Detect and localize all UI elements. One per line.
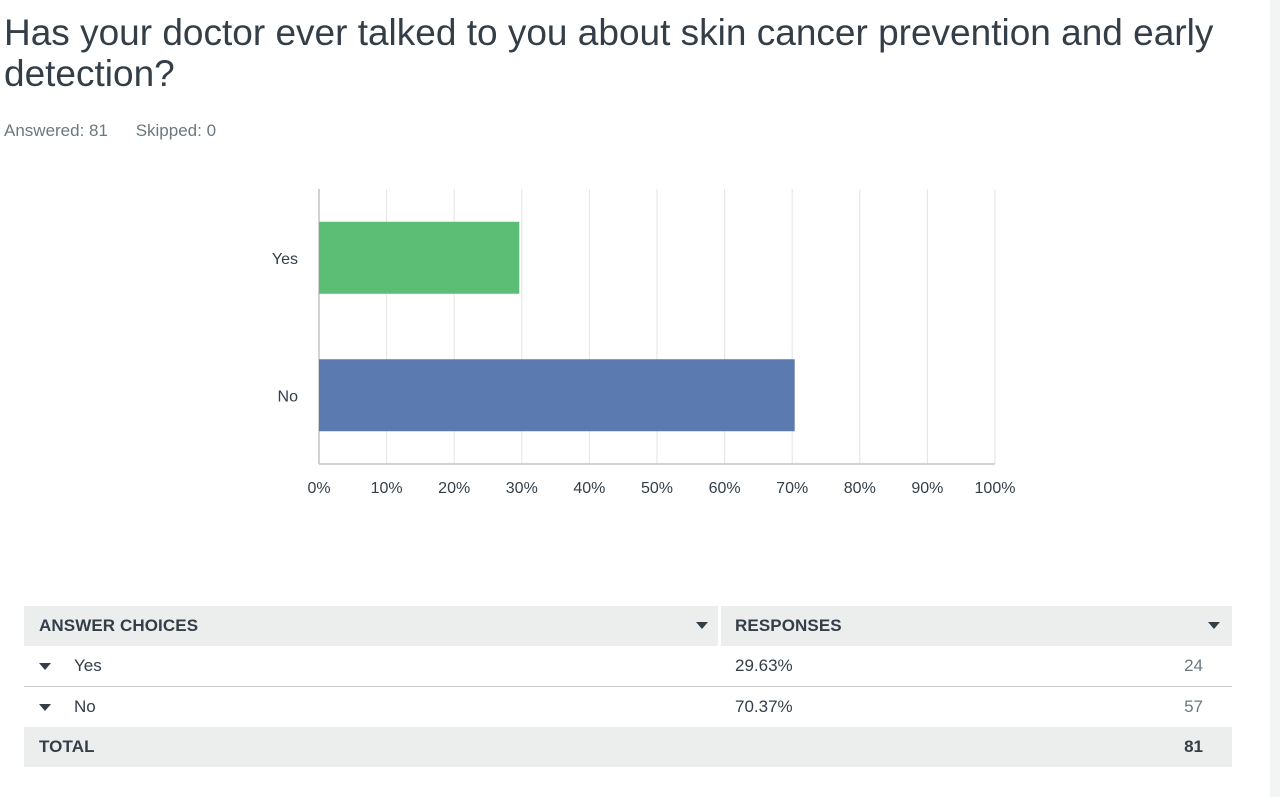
- x-tick-label: 20%: [438, 480, 470, 497]
- header-answer-choices: ANSWER CHOICES: [39, 616, 199, 635]
- x-tick-label: 100%: [975, 480, 1016, 497]
- header-responses: RESPONSES: [735, 616, 842, 635]
- x-tick-label: 30%: [506, 480, 538, 497]
- column-divider: [718, 606, 721, 646]
- response-stats: Answered: 81 Skipped: 0: [4, 121, 239, 141]
- table-header-row: ANSWER CHOICES RESPONSES: [24, 606, 1232, 646]
- x-tick-label: 40%: [573, 480, 605, 497]
- bar-no: [319, 359, 795, 432]
- row-choice-label: No: [74, 697, 96, 716]
- x-tick-label: 90%: [911, 480, 943, 497]
- expand-row-caret-icon[interactable]: [39, 686, 51, 726]
- sort-answer-choices-caret-icon[interactable]: [696, 604, 708, 644]
- row-choice-label: Yes: [74, 656, 102, 675]
- total-label: TOTAL: [39, 737, 95, 756]
- page-scroll-edge: [1270, 0, 1280, 797]
- x-tick-label: 80%: [844, 480, 876, 497]
- bar-yes: [319, 221, 520, 294]
- answered-count: Answered: 81: [4, 121, 108, 140]
- expand-row-caret-icon[interactable]: [39, 645, 51, 685]
- skipped-count: Skipped: 0: [135, 121, 217, 140]
- sort-responses-caret-icon[interactable]: [1208, 604, 1220, 644]
- table-total-row: TOTAL 81: [24, 727, 1232, 767]
- x-tick-label: 60%: [709, 480, 741, 497]
- row-percent: 29.63%: [735, 656, 793, 675]
- question-title: Has your doctor ever talked to you about…: [4, 12, 1214, 94]
- table-row: Yes 29.63% 24: [24, 646, 1232, 686]
- response-bar-chart: 0% 10% 20% 30% 40% 50% 60% 70% 80% 90% 100% Yes No: [272, 189, 1016, 497]
- row-count: 24: [1184, 656, 1203, 675]
- x-tick-label: 70%: [776, 480, 808, 497]
- x-tick-label: 10%: [371, 480, 403, 497]
- x-tick-label: 50%: [641, 480, 673, 497]
- total-count: 81: [1184, 737, 1203, 756]
- results-table: ANSWER CHOICES RESPONSES Yes 29.63% 24 No 70…: [24, 606, 1232, 767]
- category-label: No: [278, 388, 299, 405]
- category-label: Yes: [272, 251, 298, 268]
- row-percent: 70.37%: [735, 697, 793, 716]
- table-row: No 70.37% 57: [24, 686, 1232, 727]
- row-count: 57: [1184, 697, 1203, 716]
- x-tick-label: 0%: [307, 480, 330, 497]
